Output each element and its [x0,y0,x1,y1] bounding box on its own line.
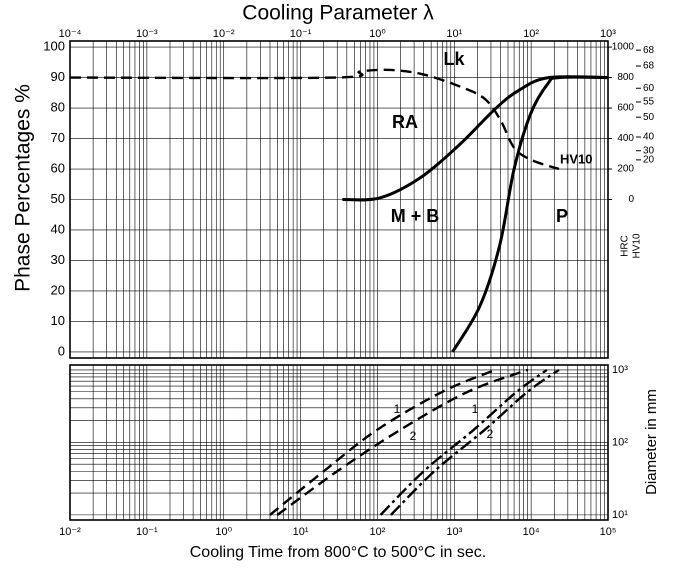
x2-tick-label: 10⁰ [369,28,386,40]
curve-label: 1 [472,402,479,416]
x-tick-label: 10⁻¹ [136,526,158,538]
y-tick-label: 40 [51,221,65,236]
x2-tick-label: 10¹ [446,28,462,40]
y-tick-label: 10 [51,313,65,328]
y-tick-label: 20 [51,282,65,297]
y2-tick-label: 200 [617,164,634,175]
x2-tick-label: 10³ [600,28,616,40]
y2-tick-label: 1000 [612,42,635,53]
annotation: Lk [443,49,465,69]
curve [269,368,496,516]
y-tick-label: 0 [58,343,65,358]
y2-tick-label: 800 [617,72,634,83]
x-tick-label: 10⁻² [59,526,81,538]
y2-tick-label: 600 [617,103,634,114]
annotation: RA [392,112,418,132]
y-tick-label: 100 [43,39,65,54]
curve [276,368,529,516]
annotation: P [556,206,568,226]
y-tick-label: 90 [51,69,65,84]
x-tick-label: 10⁵ [600,526,617,538]
x-tick-label: 10² [369,526,385,538]
hrc-label: HRC [620,235,631,257]
curve [451,75,609,353]
curve-label: 2 [487,427,494,441]
y-tick-label: 70 [51,130,65,145]
y-tick-label: 30 [51,252,65,267]
x-tick-label: 10⁰ [215,526,232,538]
x2-tick-label: 10⁻¹ [290,28,312,40]
frame [69,40,609,359]
hrc-tick-label: 55 [643,97,655,108]
y-axis-label: Phase Percentages % [12,84,35,292]
curve [379,368,548,516]
y-axis-label: Diameter in mm [643,389,660,495]
x-tick-label: 10¹ [293,526,309,538]
curve-label: HV10 [560,151,593,166]
y2-axis-label: HV10 [632,233,643,258]
frame [69,364,609,521]
hrc-tick-label: 20 [643,155,655,166]
x2-tick-label: 10⁻² [213,28,235,40]
hrc-tick-label: 68 [643,45,655,56]
hrc-tick-label: 50 [643,112,655,123]
chart-title: Cooling Parameter λ [242,2,434,25]
hrc-tick-label: 60 [643,83,655,94]
y2-tick-label: 0 [628,194,634,205]
x2-tick-label: 10⁻⁴ [59,28,82,40]
y-tick-label: 60 [51,160,65,175]
x-tick-label: 10⁴ [523,526,540,538]
y-tick-label: 10³ [612,364,628,376]
x2-tick-label: 10⁻³ [136,28,158,40]
curve [342,75,609,202]
x-axis-label: Cooling Time from 800°C to 500°C in sec. [190,544,486,561]
hrc-tick-label: 40 [643,132,655,143]
hrc-tick-label: 30 [643,145,655,156]
y-tick-label: 10² [612,436,628,448]
x2-tick-label: 10² [523,28,539,40]
curve [390,368,560,516]
y2-tick-label: 400 [617,133,634,144]
y-tick-label: 50 [51,191,65,206]
x-tick-label: 10³ [446,526,462,538]
curve-label: 1 [394,402,401,416]
y-tick-label: 10¹ [612,509,628,521]
y-tick-label: 80 [51,99,65,114]
hrc-tick-label: 68 [643,61,655,72]
annotation: M + B [391,206,440,226]
curve [69,68,560,171]
curve-label: 2 [410,429,417,443]
